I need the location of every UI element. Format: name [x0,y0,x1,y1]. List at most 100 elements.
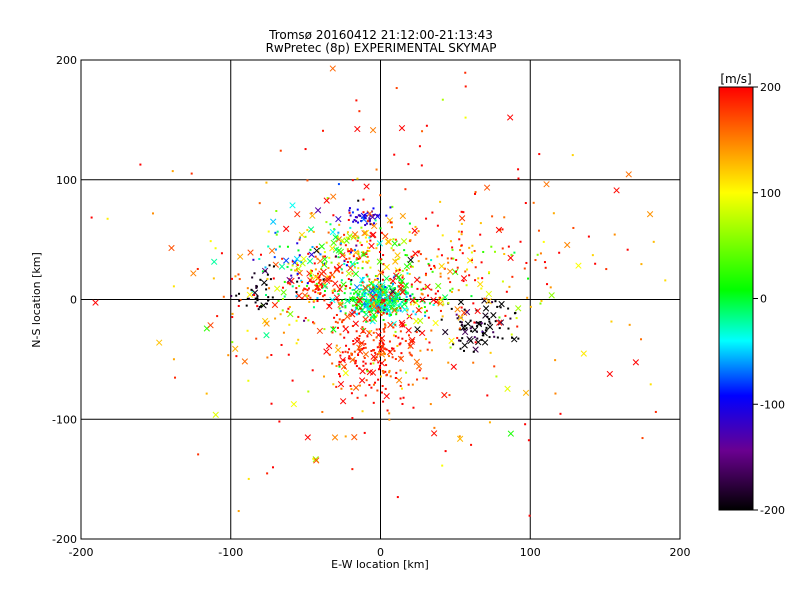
data-point-dot [394,259,397,262]
data-point-dot [385,214,388,217]
data-point-dot [323,283,326,286]
data-point-dot [307,390,310,393]
data-point-dot [425,309,428,312]
data-point-dot [298,285,301,288]
data-point-dot [351,304,354,307]
data-point-dot [456,336,459,339]
data-point-dot [490,245,493,248]
colorbar-tick-label: 0 [760,293,767,306]
data-point-dot [482,250,485,253]
data-point-dot [341,351,344,354]
data-point-dot [501,228,504,231]
data-point-dot [424,311,427,314]
data-point-dot [400,387,403,390]
data-point-dot [370,292,373,295]
data-point-dot [351,297,354,300]
data-point-dot [370,349,373,352]
data-point-dot [394,376,397,379]
data-point-cross [564,241,571,249]
data-point-dot [654,410,657,413]
data-point-dot [402,298,405,301]
data-point-dot [383,330,386,333]
data-point-dot [328,256,331,259]
data-point-dot [296,262,299,265]
data-point-cross [383,263,390,271]
data-point-dot [361,303,364,306]
data-point-cross [485,298,492,305]
data-point-dot [356,300,359,303]
data-point-dot [416,378,419,381]
data-point-dot [247,477,250,480]
data-point-dot [230,277,233,280]
data-point-cross [321,282,329,290]
data-point-dot [396,496,399,499]
data-point-dot [309,296,312,299]
data-point-dot [503,216,506,219]
data-point-dot [312,321,315,324]
data-point-dot [489,322,492,325]
data-point-dot [350,353,353,356]
data-point-dot [441,315,444,318]
data-point-dot [388,349,391,352]
data-point-dot [291,264,294,267]
data-point-dot [462,211,465,214]
data-point-dot [511,275,514,278]
data-point-cross [360,327,367,335]
data-point-dot [307,252,310,255]
data-point-dot [388,297,391,300]
data-point-dot [410,303,413,306]
data-point-cross [397,284,404,292]
data-point-dot [360,284,363,287]
data-point-dot [404,188,407,191]
data-point-cross [92,299,99,306]
data-point-dot [397,336,400,339]
data-point-cross [168,244,175,252]
data-point-dot [381,291,384,294]
data-point-dot [410,285,413,288]
data-point-dot [354,362,357,365]
data-point-dot [357,353,360,356]
data-point-dot [485,326,488,329]
data-point-dot [361,293,364,296]
data-point-cross [241,358,249,365]
data-point-dot [332,326,335,329]
data-point-dot [349,226,352,229]
data-point-dot [398,305,401,308]
data-point-dot [359,241,362,244]
data-point-dot [416,287,419,290]
data-point-dot [353,311,356,314]
data-point-dot [278,420,281,423]
data-point-dot [393,153,396,156]
data-point-dot [479,233,482,236]
data-point-cross [454,306,461,313]
data-point-cross [270,218,277,225]
data-point-cross [369,213,376,221]
data-point-dot [281,257,284,260]
data-point-dot [385,348,388,351]
data-point-cross [318,270,325,277]
data-point-dot [356,396,359,399]
data-point-dot [424,314,427,317]
data-point-dot [460,230,463,233]
data-point-dot [362,216,365,219]
data-point-dot [447,277,450,280]
data-point-dot [369,305,372,308]
data-point-dot [501,247,504,250]
data-point-dot [344,350,347,353]
data-point-dot [366,246,369,249]
data-point-dot [375,295,378,298]
x-tick-label: -200 [69,546,94,559]
data-point-dot [476,337,479,340]
data-point-dot [373,359,376,362]
data-point-dot [355,303,358,306]
data-point-dot [290,268,293,271]
data-point-dot [151,212,154,215]
data-point-dot [307,294,310,297]
data-point-dot [296,280,299,283]
data-point-dot [390,226,393,229]
data-point-dot [355,258,358,261]
data-point-dot [322,295,325,298]
data-point-dot [383,293,386,296]
data-point-dot [313,299,316,302]
data-point-dot [382,318,385,321]
